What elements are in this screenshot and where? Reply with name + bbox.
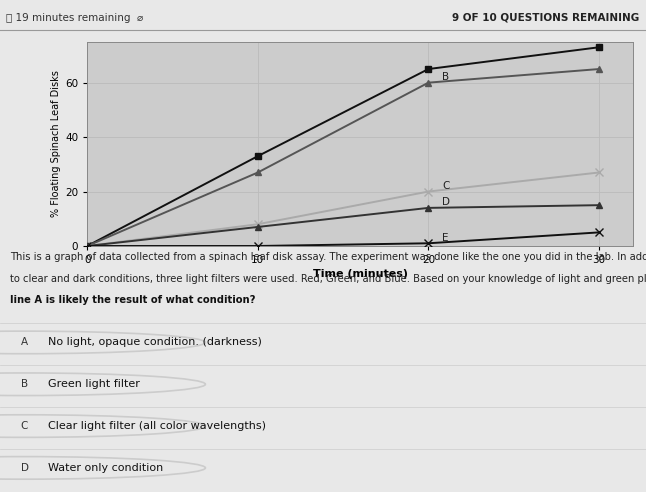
Text: Green light filter: Green light filter <box>48 379 140 389</box>
Text: Clear light filter (all color wavelengths): Clear light filter (all color wavelength… <box>48 421 266 431</box>
Text: D: D <box>21 463 28 473</box>
Text: 9 OF 10 QUESTIONS REMAINING: 9 OF 10 QUESTIONS REMAINING <box>452 13 640 23</box>
Text: C: C <box>442 181 450 191</box>
Text: B: B <box>21 379 28 389</box>
X-axis label: Time (minutes): Time (minutes) <box>313 269 408 279</box>
Text: Water only condition: Water only condition <box>48 463 163 473</box>
Text: A: A <box>21 338 28 347</box>
Text: B: B <box>442 72 449 82</box>
Text: This is a graph of data collected from a spinach leaf disk assay. The experiment: This is a graph of data collected from a… <box>10 252 646 262</box>
Text: line A is likely the result of what condition?: line A is likely the result of what cond… <box>10 295 255 305</box>
Text: E: E <box>442 233 448 243</box>
Text: No light, opaque condition. (darkness): No light, opaque condition. (darkness) <box>48 338 262 347</box>
Text: C: C <box>21 421 28 431</box>
Text: to clear and dark conditions, three light filters were used. Red, Green, and Blu: to clear and dark conditions, three ligh… <box>10 274 646 283</box>
Text: D: D <box>442 197 450 208</box>
Text: ⌛ 19 minutes remaining  ⌀: ⌛ 19 minutes remaining ⌀ <box>6 13 143 23</box>
Y-axis label: % Floating Spinach Leaf Disks: % Floating Spinach Leaf Disks <box>51 70 61 217</box>
